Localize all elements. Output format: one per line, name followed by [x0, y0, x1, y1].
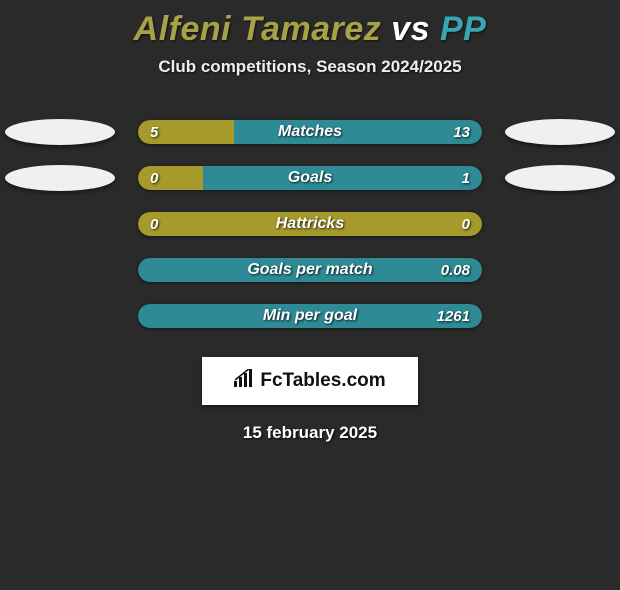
player2-ellipse	[505, 119, 615, 145]
stat-bar: 00Hattricks	[138, 212, 482, 236]
stat-row: 1261Min per goal	[0, 293, 620, 339]
stat-row: 0.08Goals per match	[0, 247, 620, 293]
player2-ellipse	[505, 165, 615, 191]
comparison-title: Alfeni Tamarez vs PP	[0, 10, 620, 49]
stat-bar: 01Goals	[138, 166, 482, 190]
logo-box: FcTables.com	[202, 357, 418, 405]
player1-ellipse	[5, 119, 115, 145]
stat-row: 513Matches	[0, 109, 620, 155]
stats-container: 513Matches 01Goals 00Hattricks 0.08Goals pe…	[0, 109, 620, 339]
stat-bar: 513Matches	[138, 120, 482, 144]
stat-bar: 0.08Goals per match	[138, 258, 482, 282]
bar-right-segment	[138, 304, 482, 328]
bar-right-segment	[234, 120, 482, 144]
stat-bar: 1261Min per goal	[138, 304, 482, 328]
bar-right-segment	[203, 166, 482, 190]
vs-text: vs	[391, 10, 430, 48]
player1-name: Alfeni Tamarez	[134, 10, 382, 48]
logo-text: FcTables.com	[260, 370, 385, 392]
player2-name: PP	[440, 10, 486, 48]
bar-left-segment	[138, 166, 203, 190]
player1-ellipse	[5, 165, 115, 191]
stat-row: 00Hattricks	[0, 201, 620, 247]
date-text: 15 february 2025	[0, 423, 620, 443]
stat-row: 01Goals	[0, 155, 620, 201]
bar-right-segment	[138, 258, 482, 282]
logo: FcTables.com	[234, 369, 385, 393]
subtitle: Club competitions, Season 2024/2025	[0, 57, 620, 77]
bar-left-segment	[138, 120, 234, 144]
bar-left-segment	[138, 212, 482, 236]
chart-icon	[234, 369, 256, 393]
